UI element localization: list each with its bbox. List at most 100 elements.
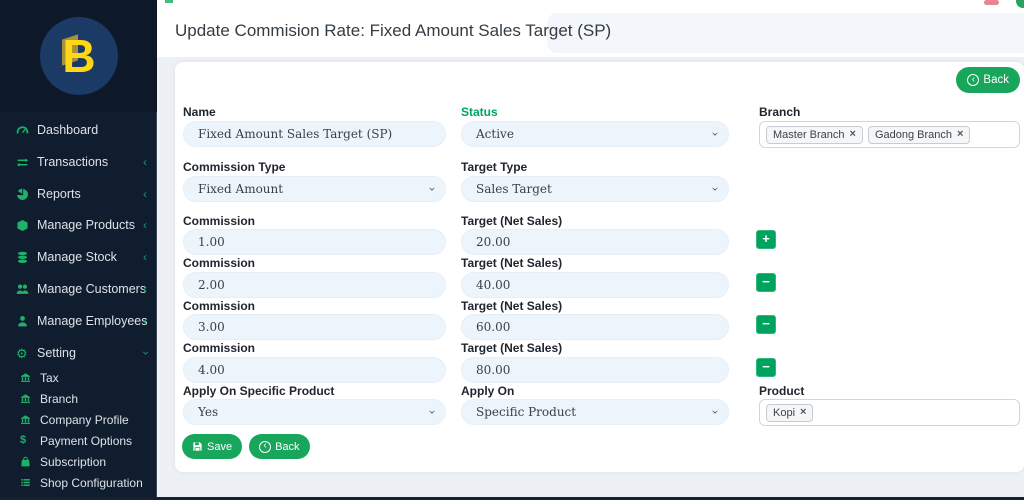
page-title: Update Commision Rate: Fixed Amount Sale… (175, 21, 612, 40)
sidebar-subitem-shop-configuration[interactable]: Shop Configuration (0, 473, 157, 492)
bottom-edge-bar (0, 497, 1024, 500)
sidebar-item-label: Manage Stock (37, 250, 117, 264)
status-select-value: Active (476, 127, 514, 141)
sidebar-subitem-label: Subscription (40, 454, 107, 469)
chevron-down-icon: ‹ (707, 186, 722, 192)
sidebar-subitem-label: Shop Configuration (40, 475, 143, 490)
chevron-down-icon: ‹ (424, 409, 439, 415)
sidebar-item-label: Manage Employees (37, 314, 148, 328)
user-person-icon (16, 315, 33, 328)
bank-icon (20, 414, 36, 425)
remove-tier-button[interactable]: − (756, 315, 776, 334)
logo-letter: B (62, 30, 96, 82)
sidebar-item-manage-employees[interactable]: Manage Employees ‹ (0, 309, 157, 333)
commission-value: 2.00 (198, 278, 225, 292)
product-multiselect[interactable]: Kopi × (759, 399, 1020, 426)
commission-value: 4.00 (198, 363, 225, 377)
name-label: Name (183, 105, 216, 119)
back-button-label: Back (983, 74, 1009, 86)
commission-input[interactable]: 1.00 (183, 229, 446, 255)
sidebar-item-label: Manage Products (37, 218, 135, 232)
product-label: Product (759, 384, 805, 398)
sidebar-subitem-tax[interactable]: Tax (0, 368, 157, 387)
cutoff-green-chip-fragment (165, 0, 173, 3)
shopping-bag-icon (20, 456, 36, 467)
product-tag-label: Kopi (773, 406, 796, 419)
target-type-label: Target Type (461, 160, 528, 174)
apply-on-label: Apply On (461, 384, 515, 398)
save-button-label: Save (207, 440, 233, 453)
bank-icon (20, 393, 36, 404)
commission-type-value: Fixed Amount (198, 182, 284, 196)
chevron-down-icon: ‹ (707, 409, 722, 415)
sidebar-item-dashboard[interactable]: Dashboard (0, 118, 157, 142)
transactions-arrows-icon (16, 156, 33, 169)
sidebar-subitem-subscription[interactable]: Subscription (0, 452, 157, 471)
target-net-sales-label: Target (Net Sales) (461, 256, 563, 270)
remove-tag-icon[interactable]: × (957, 128, 964, 140)
branch-tag-label: Gadong Branch (874, 128, 953, 141)
sidebar-subitem-label: Branch (40, 391, 79, 406)
brand-logo[interactable]: B (40, 17, 118, 95)
commission-input[interactable]: 2.00 (183, 272, 446, 298)
gear-icon: ⚙ (16, 345, 28, 361)
sidebar-subitem-payment-options[interactable]: $ Payment Options (0, 431, 157, 450)
remove-tag-icon[interactable]: × (800, 406, 807, 418)
commission-label: Commission (183, 256, 256, 270)
branch-multiselect[interactable]: Master Branch × Gadong Branch × (759, 121, 1020, 148)
sidebar-subitem-branch[interactable]: Branch (0, 389, 157, 408)
status-select[interactable]: Active ‹ (461, 121, 729, 147)
sidebar-item-manage-stock[interactable]: Manage Stock ‹ (0, 245, 157, 269)
save-button[interactable]: Save (182, 434, 243, 459)
remove-tier-button[interactable]: − (756, 273, 776, 292)
box-cube-icon (16, 219, 33, 232)
target-net-sales-input[interactable]: 60.00 (461, 314, 729, 340)
sidebar-item-label: Setting (37, 346, 76, 360)
users-group-icon (16, 283, 33, 296)
commission-input[interactable]: 4.00 (183, 357, 446, 383)
sidebar-item-transactions[interactable]: Transactions ‹ (0, 150, 157, 174)
chevron-down-icon: ‹ (138, 351, 152, 355)
back-button-bottom[interactable]: ‹ Back (249, 434, 310, 459)
chevron-left-icon: ‹ (143, 155, 147, 169)
name-input[interactable]: Fixed Amount Sales Target (SP) (183, 121, 446, 147)
target-net-sales-input[interactable]: 40.00 (461, 272, 729, 298)
add-tier-button[interactable]: + (756, 230, 776, 249)
form-actions: Save ‹ Back (182, 434, 310, 459)
commission-label: Commission (183, 214, 256, 228)
back-circle-arrow-icon: ‹ (967, 74, 980, 86)
product-tag[interactable]: Kopi × (766, 403, 814, 422)
target-type-select[interactable]: Sales Target ‹ (461, 176, 729, 202)
apply-on-select[interactable]: Specific Product ‹ (461, 399, 729, 425)
sidebar-item-reports[interactable]: Reports ‹ (0, 182, 157, 206)
branch-tag[interactable]: Master Branch × (766, 125, 863, 144)
apply-on-specific-product-value: Yes (198, 405, 219, 419)
branch-tag[interactable]: Gadong Branch × (867, 125, 971, 144)
commission-input[interactable]: 3.00 (183, 314, 446, 340)
commission-type-select[interactable]: Fixed Amount ‹ (183, 176, 446, 202)
pie-chart-icon (16, 188, 33, 201)
cutoff-red-button-fragment (984, 0, 999, 5)
sidebar-item-setting[interactable]: ⚙ Setting ‹ (0, 341, 157, 365)
apply-on-specific-product-select[interactable]: Yes ‹ (183, 399, 446, 425)
target-type-value: Sales Target (476, 182, 552, 196)
back-button-top[interactable]: ‹ Back (956, 67, 1020, 93)
sidebar-subitem-company-profile[interactable]: Company Profile (0, 410, 157, 429)
sidebar: B Dashboard Transactions ‹ Reports ‹ (0, 0, 157, 500)
target-net-sales-value: 60.00 (476, 320, 511, 334)
dollar-icon: $ (20, 434, 27, 446)
sidebar-item-manage-customers[interactable]: Manage Customers ‹ (0, 277, 157, 301)
form-card: ‹ Back Name Fixed Amount Sales Target (S… (175, 62, 1024, 472)
name-input-value: Fixed Amount Sales Target (SP) (198, 127, 393, 141)
back-button-label: Back (275, 440, 300, 453)
remove-tier-button[interactable]: − (756, 358, 776, 377)
target-net-sales-input[interactable]: 80.00 (461, 357, 729, 383)
target-net-sales-input[interactable]: 20.00 (461, 229, 729, 255)
sidebar-item-manage-products[interactable]: Manage Products ‹ (0, 213, 157, 237)
commission-label: Commission (183, 299, 256, 313)
target-net-sales-label: Target (Net Sales) (461, 214, 563, 228)
chevron-left-icon: ‹ (143, 314, 147, 328)
sidebar-item-label: Reports (37, 187, 81, 201)
remove-tag-icon[interactable]: × (849, 128, 856, 140)
